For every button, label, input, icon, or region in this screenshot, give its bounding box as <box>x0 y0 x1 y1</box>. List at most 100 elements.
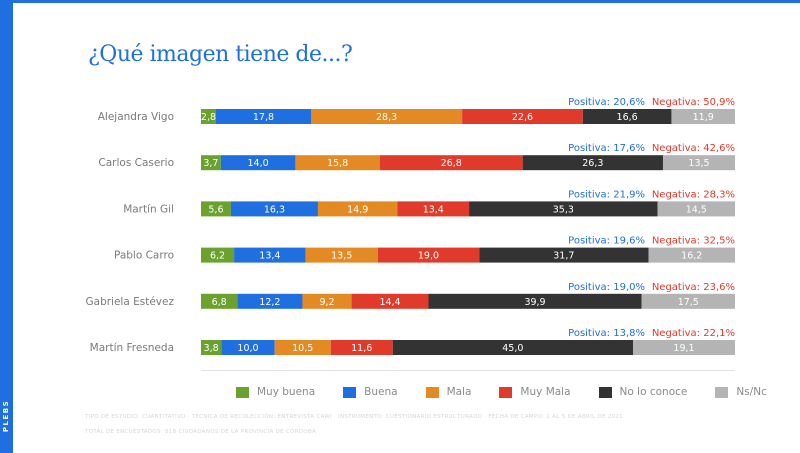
data-label: 11,9 <box>693 112 714 123</box>
bar-segment <box>311 109 463 124</box>
bar-segment <box>522 155 663 171</box>
bar-segment <box>469 201 658 217</box>
data-label: 16,6 <box>617 112 638 123</box>
data-label: 19,1 <box>673 343 694 354</box>
bar-segment <box>657 201 735 217</box>
data-label: 12,2 <box>259 297 280 308</box>
bar-segment <box>392 340 634 355</box>
negativa-label: Negativa: 22,1% <box>652 328 735 339</box>
data-label: 13,5 <box>688 158 709 169</box>
bar-segment <box>274 340 331 355</box>
data-label: 14,0 <box>248 158 269 169</box>
bar-segment <box>377 247 480 263</box>
top-accent-bar <box>0 0 800 3</box>
data-label: 35,3 <box>553 204 574 215</box>
data-label: 15,8 <box>327 158 348 169</box>
data-label: 6,2 <box>210 251 225 262</box>
category-label: Carlos Caserio <box>98 157 174 169</box>
legend-label: Mala <box>446 386 472 398</box>
data-label: 11,6 <box>351 343 372 354</box>
negativa-label: Negativa: 50,9% <box>652 97 735 108</box>
legend-swatch <box>425 386 439 398</box>
data-label: 14,9 <box>347 204 368 215</box>
data-label: 31,7 <box>553 251 574 262</box>
data-label: 17,8 <box>253 112 274 123</box>
legend-item: No lo conoce <box>598 386 688 398</box>
legend-swatch <box>715 386 729 398</box>
data-label: 39,9 <box>524 297 545 308</box>
bar-segment <box>201 155 221 171</box>
bar-segment <box>582 109 672 124</box>
legend-item: Muy Mala <box>499 386 571 398</box>
bar-segment <box>462 109 583 124</box>
positiva-label: Positiva: 19,6% <box>568 236 645 247</box>
positiva-label: Positiva: 21,9% <box>568 189 645 200</box>
data-label: 17,5 <box>678 297 699 308</box>
bar-segment <box>479 247 649 263</box>
data-label: 13,5 <box>331 251 352 262</box>
data-label: 2,8 <box>201 112 216 123</box>
data-label: 10,0 <box>237 343 258 354</box>
legend-swatch <box>499 386 513 398</box>
data-label: 10,5 <box>292 343 313 354</box>
positiva-label: Positiva: 17,6% <box>568 143 645 154</box>
negativa-label: Negativa: 28,3% <box>652 189 735 200</box>
footnote-sample: TOTAL DE ENCUESTADOS: 818 CIUDADANOS DE … <box>85 429 317 435</box>
data-label: 13,4 <box>423 204 444 215</box>
bar-segment <box>220 155 296 171</box>
bar-segment <box>305 247 378 263</box>
legend-label: Ns/Nc <box>736 386 767 398</box>
positiva-label: Positiva: 13,8% <box>568 328 645 339</box>
data-label: 19,0 <box>418 251 439 262</box>
bar-segment <box>234 247 306 263</box>
negativa-label: Negativa: 23,6% <box>652 282 735 293</box>
bar-segment <box>221 340 275 355</box>
category-label: Martín Gil <box>123 203 174 215</box>
positiva-label: Positiva: 19,0% <box>568 282 645 293</box>
bar-segment <box>633 340 735 355</box>
chart-legend: Muy buena Buena Mala Muy Mala No lo conoce Ns… <box>236 384 795 400</box>
bar-segment <box>317 201 398 217</box>
bar-segment <box>330 340 393 355</box>
legend-item: Muy buena <box>236 386 315 398</box>
bar-segment <box>237 293 303 309</box>
data-label: 5,6 <box>208 204 223 215</box>
category-label: Alejandra Vigo <box>98 111 174 123</box>
bar-segment <box>397 201 470 217</box>
data-label: 3,7 <box>203 158 218 169</box>
data-label: 13,4 <box>259 251 280 262</box>
data-label: 16,2 <box>681 251 702 262</box>
bar-segment <box>201 109 216 124</box>
legend-swatch <box>598 386 612 398</box>
bar-segment <box>428 293 642 309</box>
bar-segment <box>215 109 312 124</box>
legend-swatch <box>236 386 249 398</box>
bar-segment <box>295 155 380 171</box>
data-label: 26,3 <box>582 158 603 169</box>
data-label: 14,4 <box>379 297 400 308</box>
bar-segment <box>671 109 735 124</box>
negativa-label: Negativa: 42,6% <box>652 143 735 154</box>
bar-segment <box>351 293 429 309</box>
data-label: 45,0 <box>502 343 523 354</box>
bar-segment <box>230 201 318 217</box>
legend-item: Mala <box>425 386 472 398</box>
category-label: Gabriela Estévez <box>86 296 175 308</box>
bar-segment <box>201 247 235 263</box>
bar-segment <box>201 293 238 309</box>
data-label: 22,6 <box>512 112 533 123</box>
data-label: 9,2 <box>319 297 334 308</box>
legend-label: No lo conoce <box>619 386 688 398</box>
legend-label: Buena <box>364 386 398 398</box>
category-label: Martín Fresneda <box>90 342 174 354</box>
data-label: 3,8 <box>204 343 219 354</box>
positiva-label: Positiva: 20,6% <box>568 97 645 108</box>
data-label: 14,5 <box>686 204 707 215</box>
negativa-label: Negativa: 32,5% <box>652 236 735 247</box>
legend-item: Ns/Nc <box>715 386 767 398</box>
data-label: 26,8 <box>441 158 462 169</box>
bar-segment <box>662 155 735 171</box>
legend-item: Buena <box>343 386 398 398</box>
legend-label: Muy buena <box>257 386 316 398</box>
